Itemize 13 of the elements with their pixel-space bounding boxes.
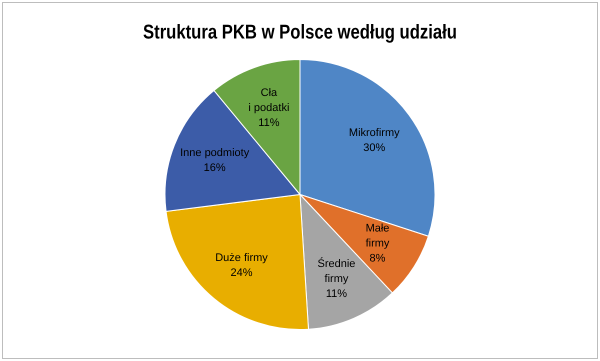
data-label: 11% xyxy=(258,117,280,130)
data-label: 30% xyxy=(363,142,386,154)
chart-title: Struktura PKB w Polsce według udziału xyxy=(143,20,457,43)
slice-label: Inne podmioty xyxy=(180,147,250,160)
slice-label: Małe firmy xyxy=(366,222,390,250)
data-label: 16% xyxy=(204,162,226,174)
data-label: 11% xyxy=(326,288,348,300)
slice-label: Cła i podatki xyxy=(248,87,290,114)
data-label: 8% xyxy=(370,252,386,265)
slice-label: Duże firmy xyxy=(215,252,268,264)
slice-label: Średnie firmy xyxy=(317,256,356,285)
data-label: 24% xyxy=(230,266,253,279)
slice-label: Mikrofirmy xyxy=(348,127,400,140)
